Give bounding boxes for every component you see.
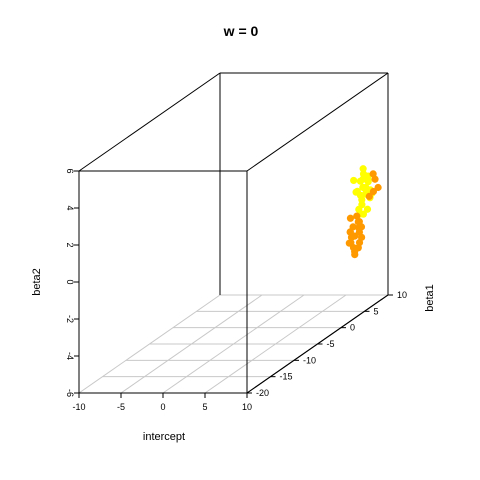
z-tick-label: -20	[256, 388, 269, 398]
z-axis: -20 -15 -10 -5 0 5 10	[246, 290, 407, 398]
grid-floor	[78, 294, 389, 394]
data-point	[361, 184, 369, 192]
z-tick-label: -5	[327, 339, 335, 349]
chart-title: w = 0	[223, 23, 259, 39]
box-edge	[78, 72, 221, 172]
data-point	[346, 228, 354, 236]
y-tick-label: -2	[65, 315, 75, 323]
y-tick-label: 2	[65, 242, 75, 247]
data-point	[345, 239, 353, 247]
y-tick-label: 0	[65, 279, 75, 284]
x-axis-label: intercept	[143, 431, 185, 443]
z-axis-label: beta1	[424, 284, 436, 312]
y-axis: -6 -4 -2 0 2 4 6	[65, 168, 80, 397]
x-tick-label: -5	[117, 402, 125, 412]
data-point	[357, 233, 366, 241]
data-point	[346, 214, 355, 222]
data-point	[359, 165, 367, 173]
y-tick-label: -4	[65, 352, 75, 360]
data-point	[351, 251, 359, 259]
data-point	[365, 192, 373, 201]
x-tick-label: 10	[242, 402, 252, 412]
data-point	[350, 176, 358, 185]
y-tick-label: 4	[65, 205, 75, 210]
z-tick-label: 0	[350, 323, 355, 333]
data-point	[369, 187, 378, 196]
data-point	[356, 177, 365, 185]
z-tick-label: -15	[280, 372, 293, 382]
data-point	[363, 205, 372, 213]
data-point	[374, 183, 382, 192]
data-point	[369, 170, 377, 178]
bounding-box	[78, 72, 389, 394]
x-axis: -10 -5 0 5 10	[72, 392, 252, 412]
data-point	[353, 187, 361, 196]
x-tick-label: 5	[202, 402, 207, 412]
box-edge	[246, 72, 389, 172]
y-tick-label: -6	[65, 389, 75, 397]
z-tick-label: -10	[303, 355, 316, 365]
x-tick-label: -10	[72, 402, 85, 412]
data-point	[357, 223, 366, 231]
data-point	[354, 244, 362, 252]
data-points	[345, 165, 382, 259]
data-point	[359, 210, 368, 218]
y-tick-label: 6	[65, 168, 75, 173]
y-axis-label: beta2	[31, 268, 43, 296]
z-tick-label: 5	[374, 306, 379, 316]
z-tick-label: 10	[397, 290, 407, 300]
data-point	[353, 212, 361, 220]
x-tick-label: 0	[160, 402, 165, 412]
